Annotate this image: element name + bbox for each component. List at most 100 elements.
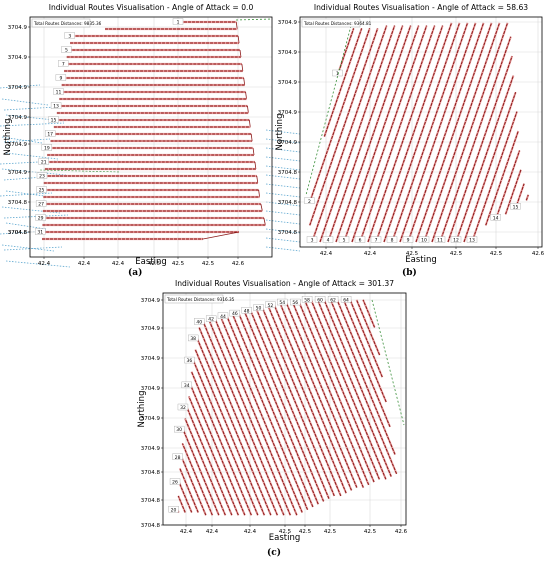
legend: Total Routes Distances: 9835.36 <box>31 18 102 28</box>
chart-title: Individual Routes Visualisation - Angle … <box>175 279 394 288</box>
route-turn <box>239 49 242 58</box>
legend-text: Total Routes Distances: 9316.35 <box>166 297 235 302</box>
offshoot-segment <box>265 192 301 198</box>
route-label-box <box>184 356 195 364</box>
connector-line <box>39 169 121 173</box>
x-tick-label: 42.5 <box>324 529 337 535</box>
route-line <box>362 299 376 328</box>
y-tick-label: 3704.9 <box>141 356 161 362</box>
x-tick-label: 42.5 <box>202 261 215 267</box>
offshoot-segment <box>265 183 301 189</box>
route-label: 3 <box>68 34 71 40</box>
route-line <box>177 495 186 513</box>
route-label: 5 <box>65 48 68 54</box>
route-line <box>439 36 512 243</box>
route-label-box <box>61 46 72 53</box>
route-label: 23 <box>39 174 45 180</box>
route-label-box <box>327 296 339 303</box>
route-label: 46 <box>232 311 238 317</box>
y-tick-label: 3704.9 <box>141 386 161 392</box>
route-label-box <box>386 236 398 243</box>
tick-labels: 42.4 42.4 42.4 42.5 42.5 42.5 42.5 42.6 3704.9 37… <box>141 298 408 535</box>
x-tick-label: 42.4 <box>244 529 257 535</box>
route-line <box>198 327 278 516</box>
y-tick-label: 3704.8 <box>141 498 161 504</box>
route-line <box>308 28 371 204</box>
route-label-box <box>434 236 446 243</box>
route-label-box <box>314 296 326 303</box>
route-turn <box>243 77 246 86</box>
route-halo <box>196 338 272 516</box>
route-line <box>184 418 226 516</box>
y-tick-label: 3704.9 <box>8 115 28 121</box>
route-label: 30 <box>176 427 182 433</box>
route-line <box>323 28 363 137</box>
route-label: 7 <box>375 238 378 244</box>
route-label: 11 <box>56 90 62 96</box>
route-label-box <box>58 60 69 67</box>
y-tick-label: 3704.9 <box>278 50 298 56</box>
y-tick-label: 3704.8 <box>8 230 28 236</box>
y-tick-label: 3704.9 <box>278 140 298 146</box>
route-label-box <box>277 298 288 306</box>
route-label-box <box>332 69 343 77</box>
route-label-box <box>48 116 59 123</box>
route-line <box>267 305 347 494</box>
y-tick-label: 3704.8 <box>278 170 298 176</box>
y-axis-label: Northing <box>3 119 13 156</box>
route-line <box>238 313 319 505</box>
route-line <box>226 316 309 510</box>
route-label-box <box>177 403 189 411</box>
route-line <box>191 371 252 516</box>
route-label: 13 <box>53 104 59 110</box>
route-label-box <box>35 228 46 235</box>
route-halo <box>329 299 396 455</box>
y-tick-label: 3704.9 <box>8 142 28 148</box>
route-line <box>182 429 220 516</box>
route-label: 34 <box>184 383 190 389</box>
x-tick-label: 42.4 <box>180 529 193 535</box>
route-turn <box>245 91 247 100</box>
route-label: 27 <box>38 202 44 208</box>
route-label: 13 <box>469 238 475 244</box>
route-line <box>383 22 461 243</box>
route-line <box>243 310 325 502</box>
legend-box <box>31 18 91 28</box>
route-label: 4 <box>327 238 330 244</box>
offshoot-segment <box>265 237 301 243</box>
route-line <box>190 385 246 516</box>
y-tick-label: 3704.8 <box>141 470 161 476</box>
route-label-box <box>418 236 430 243</box>
offshoot-segment <box>265 210 301 216</box>
route-label: 12 <box>453 238 459 244</box>
route-label: 62 <box>330 297 336 303</box>
route-line <box>375 22 453 243</box>
route-line <box>280 305 358 488</box>
connector-line <box>235 18 273 21</box>
y-tick-label: 3704.8 <box>278 230 298 236</box>
route-label: 25 <box>39 188 45 194</box>
route-label-box <box>490 214 501 221</box>
route-halo <box>316 299 393 477</box>
route-turn <box>263 217 266 226</box>
plot-frame <box>29 16 273 258</box>
route-label-box <box>265 301 276 308</box>
route-turn <box>256 175 259 184</box>
route-label-box <box>322 236 334 243</box>
route-line <box>221 318 303 513</box>
route-line <box>399 22 477 243</box>
offshoot-segment <box>0 192 53 197</box>
y-tick-label: 3704.9 <box>141 416 161 422</box>
route-line <box>336 299 391 428</box>
route-label: 2 <box>308 199 311 205</box>
route-line <box>336 28 355 76</box>
route-line <box>298 302 375 483</box>
route-label: 14 <box>493 215 499 221</box>
route-label-box <box>172 18 184 25</box>
route-label: 48 <box>244 308 250 314</box>
offshoot-segment <box>265 246 301 252</box>
x-axis-label: Easting <box>269 533 301 543</box>
y-tick-label: 3704.9 <box>141 298 161 304</box>
